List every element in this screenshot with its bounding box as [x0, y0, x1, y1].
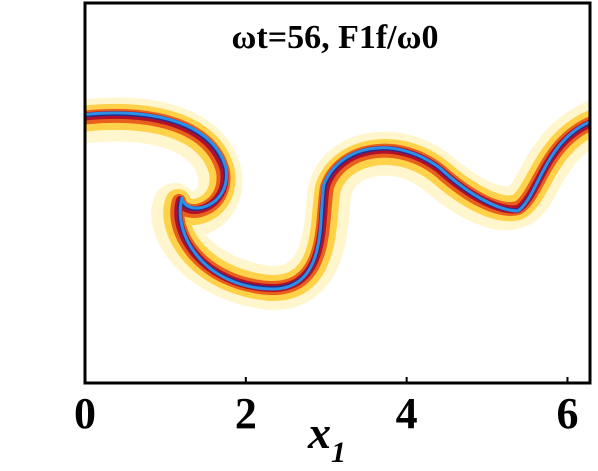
- chart-title: ωt=56, F1f/ω0: [232, 19, 439, 56]
- x-tick-label: 4: [396, 389, 418, 438]
- field-image: [85, 97, 590, 310]
- x-tick-label: 0: [74, 389, 96, 438]
- x-axis-label-main: x: [307, 407, 331, 458]
- x-axis: 0 2 4 6: [74, 377, 578, 438]
- plot-frame: [83, 1, 592, 385]
- x-axis-label: x1: [307, 407, 346, 469]
- x-tick-label: 2: [235, 389, 257, 438]
- vortex-sheet: [85, 97, 590, 310]
- x-tick-label: 6: [556, 389, 578, 438]
- x-axis-label-subscript: 1: [331, 436, 346, 469]
